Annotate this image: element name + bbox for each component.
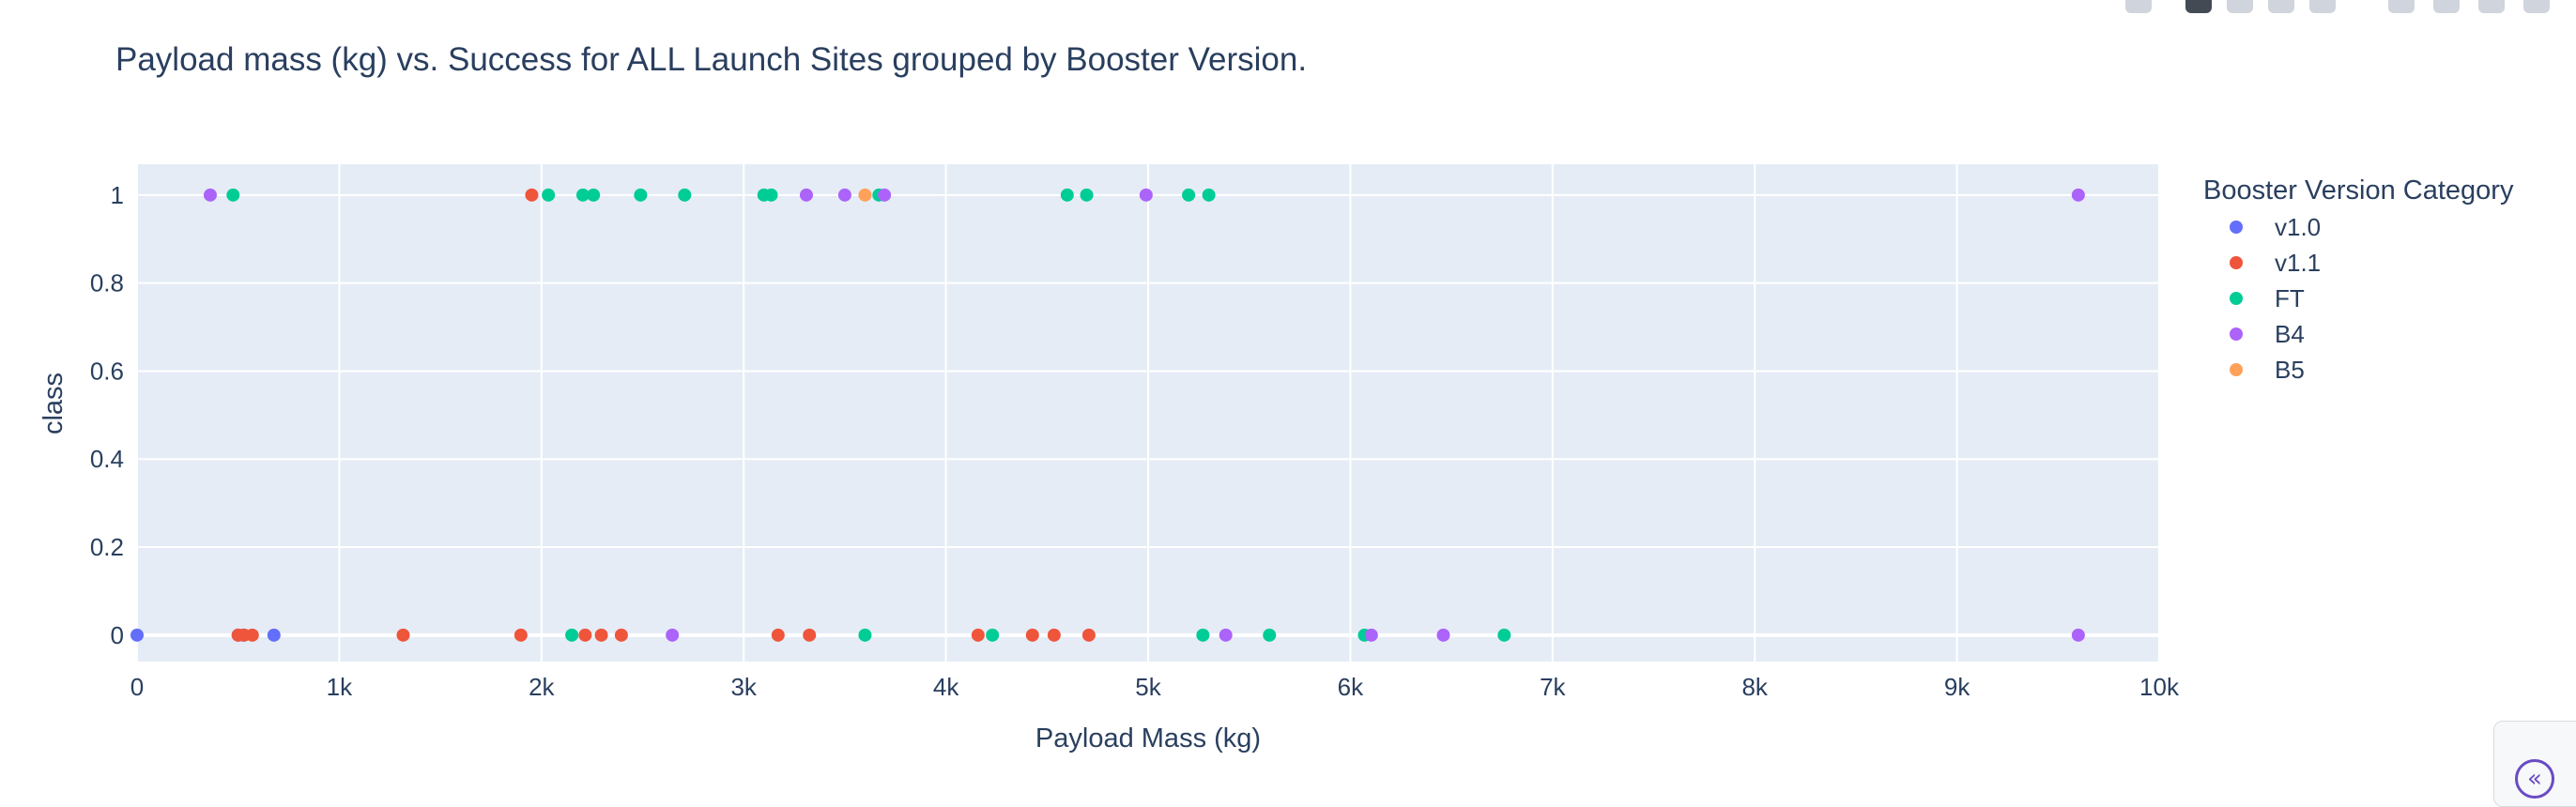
legend-title: Booster Version Category: [2203, 175, 2514, 206]
data-point-b4[interactable]: [837, 188, 851, 202]
legend-marker[interactable]: [2230, 221, 2243, 234]
y-tick-label: 1: [111, 181, 124, 209]
data-point-ft[interactable]: [1263, 628, 1277, 642]
data-point-v1-1[interactable]: [396, 628, 410, 642]
x-tick-label: 8k: [1741, 673, 1768, 701]
x-tick-label: 2k: [529, 673, 555, 701]
data-point-ft[interactable]: [1497, 628, 1511, 642]
data-point-b4[interactable]: [1364, 628, 1378, 642]
data-point-ft[interactable]: [1196, 628, 1210, 642]
data-point-ft[interactable]: [678, 188, 692, 202]
x-axis-title: Payload Mass (kg): [1035, 723, 1261, 754]
data-point-b4[interactable]: [1436, 628, 1450, 642]
camera-icon[interactable]: [2125, 0, 2152, 13]
data-point-ft[interactable]: [587, 188, 601, 202]
data-points: [130, 188, 2085, 642]
data-point-v1-1[interactable]: [971, 628, 985, 642]
data-point-v1-1[interactable]: [771, 628, 785, 642]
data-point-b4[interactable]: [1219, 628, 1233, 642]
box-select-icon[interactable]: [2268, 0, 2294, 13]
y-tick-label: 0.6: [90, 357, 124, 385]
data-point-b4[interactable]: [203, 188, 217, 202]
gridlines: [136, 164, 2160, 662]
data-point-b4[interactable]: [2071, 628, 2085, 642]
legend-item-label[interactable]: v1.1: [2275, 249, 2321, 277]
legend: v1.0 v1.1 FT B4 B5: [2230, 213, 2321, 384]
y-tick-label: 0.2: [90, 533, 124, 561]
data-point-ft[interactable]: [542, 188, 556, 202]
data-point-ft[interactable]: [634, 188, 648, 202]
legend-item-label[interactable]: v1.0: [2275, 213, 2321, 241]
legend-marker[interactable]: [2230, 292, 2243, 305]
x-tick-label: 1k: [327, 673, 353, 701]
data-point-b4[interactable]: [2071, 188, 2085, 202]
data-point-ft[interactable]: [764, 188, 778, 202]
data-point-ft[interactable]: [226, 188, 240, 202]
data-point-b4[interactable]: [878, 188, 892, 202]
legend-marker[interactable]: [2230, 327, 2243, 341]
data-point-v1-1[interactable]: [245, 628, 259, 642]
legend-item-label[interactable]: B5: [2275, 356, 2305, 384]
data-point-v1-0[interactable]: [267, 628, 281, 642]
legend-marker[interactable]: [2230, 363, 2243, 376]
x-tick-label: 9k: [1944, 673, 1970, 701]
x-axis-ticks: 0 1k 2k 3k 4k 5k 6k 7k 8k 9k 10k: [130, 673, 2180, 701]
x-tick-label: 3k: [730, 673, 757, 701]
data-point-v1-1[interactable]: [1025, 628, 1039, 642]
data-point-v1-0[interactable]: [130, 628, 144, 642]
collapse-panel-tab[interactable]: «: [2493, 721, 2576, 807]
data-point-v1-1[interactable]: [614, 628, 628, 642]
data-point-ft[interactable]: [575, 188, 590, 202]
data-point-v1-1[interactable]: [1047, 628, 1061, 642]
data-point-v1-1[interactable]: [525, 188, 539, 202]
y-axis-title: class: [38, 373, 69, 434]
data-point-b4[interactable]: [666, 628, 680, 642]
x-tick-label: 10k: [2139, 673, 2180, 701]
x-tick-label: 6k: [1338, 673, 1364, 701]
x-tick-label: 0: [130, 673, 144, 701]
double-chevron-left-icon[interactable]: «: [2515, 759, 2554, 799]
autoscale-icon[interactable]: [2478, 0, 2505, 13]
data-point-v1-1[interactable]: [514, 628, 528, 642]
chart: Payload mass (kg) vs. Success for ALL La…: [38, 41, 2514, 754]
x-tick-label: 5k: [1135, 673, 1161, 701]
x-tick-label: 7k: [1540, 673, 1566, 701]
data-point-v1-1[interactable]: [578, 628, 592, 642]
pan-icon[interactable]: [2227, 0, 2253, 13]
data-point-v1-1[interactable]: [803, 628, 817, 642]
data-point-ft[interactable]: [565, 628, 579, 642]
data-point-ft[interactable]: [1080, 188, 1094, 202]
data-point-v1-1[interactable]: [594, 628, 608, 642]
data-point-ft[interactable]: [1060, 188, 1074, 202]
zoom-out-icon[interactable]: [2433, 0, 2460, 13]
data-point-ft[interactable]: [858, 628, 872, 642]
data-point-b4[interactable]: [799, 188, 813, 202]
zoom-icon[interactable]: [2185, 0, 2212, 13]
data-point-ft[interactable]: [1182, 188, 1196, 202]
modebar: [2069, 0, 2576, 13]
reset-axes-icon[interactable]: [2523, 0, 2550, 13]
data-point-v1-1[interactable]: [1081, 628, 1096, 642]
lasso-select-icon[interactable]: [2309, 0, 2336, 13]
y-tick-label: 0: [111, 621, 124, 649]
zoom-in-icon[interactable]: [2388, 0, 2415, 13]
data-point-ft[interactable]: [986, 628, 1000, 642]
data-point-ft[interactable]: [1202, 188, 1216, 202]
legend-item-label[interactable]: B4: [2275, 320, 2305, 348]
data-point-b5[interactable]: [858, 188, 872, 202]
data-point-b4[interactable]: [1139, 188, 1153, 202]
y-tick-label: 0.4: [90, 445, 124, 473]
y-axis-ticks: 0 0.2 0.4 0.6 0.8 1: [90, 181, 124, 649]
legend-marker[interactable]: [2230, 256, 2243, 269]
x-tick-label: 4k: [933, 673, 959, 701]
chart-title: Payload mass (kg) vs. Success for ALL La…: [115, 41, 1307, 78]
legend-item-label[interactable]: FT: [2275, 284, 2305, 312]
y-tick-label: 0.8: [90, 269, 124, 297]
